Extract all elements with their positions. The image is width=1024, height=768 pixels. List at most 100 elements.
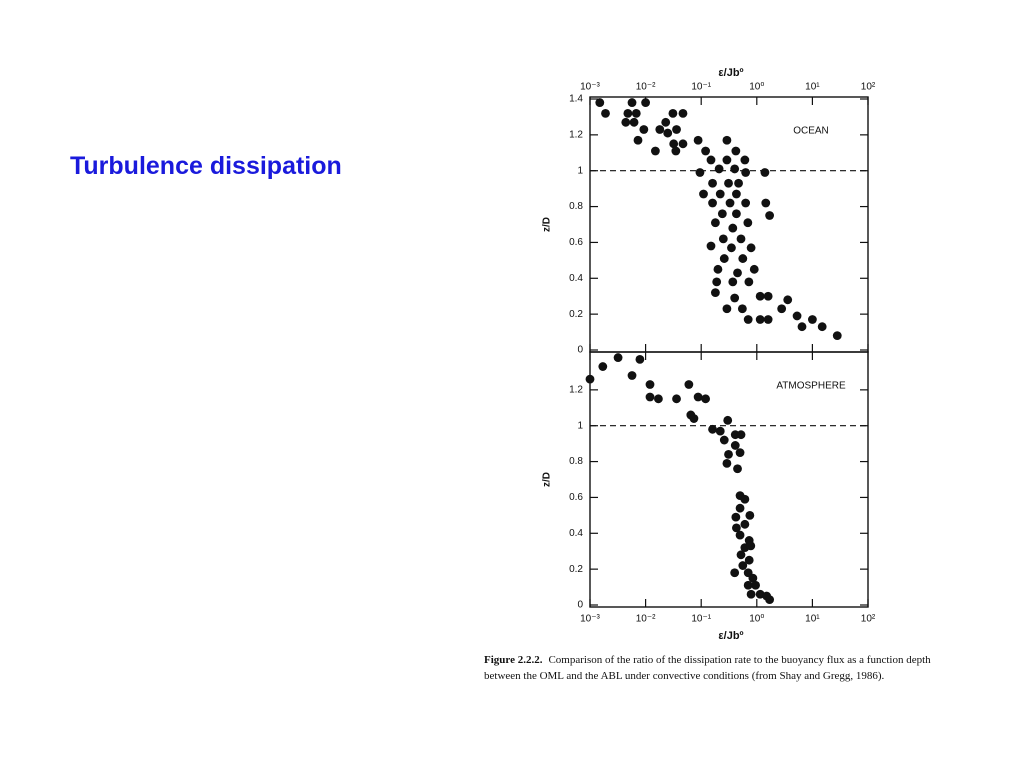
point [639, 125, 649, 134]
point [738, 254, 748, 263]
point [669, 139, 679, 149]
point [738, 561, 748, 570]
point [763, 315, 773, 324]
y-axis-label: z/D [542, 217, 553, 232]
x-tick-label: 10⁰ [749, 82, 764, 93]
point [654, 394, 663, 404]
y-tick-label: 1.2 [569, 129, 583, 140]
point [749, 264, 759, 274]
x-tick-label: 10⁻¹ [691, 614, 711, 625]
point [693, 392, 703, 402]
caption-text: Comparison of the ratio of the dissipati… [484, 654, 931, 682]
point [672, 125, 681, 134]
point [722, 304, 732, 314]
point [732, 189, 741, 199]
point [744, 555, 754, 565]
point [736, 430, 746, 440]
point [613, 353, 623, 362]
y-tick-label: 0.8 [569, 201, 583, 212]
point [595, 98, 605, 107]
point [693, 135, 703, 145]
point [728, 223, 738, 233]
point [689, 414, 699, 423]
y-tick-label: 0.6 [569, 237, 583, 248]
x-tick-label: 10¹ [805, 614, 820, 625]
point [715, 189, 725, 199]
x-tick-label: 10⁻² [636, 82, 656, 93]
point [777, 304, 787, 314]
point [635, 354, 645, 364]
x-axis-label: ε/Jbº [718, 67, 743, 79]
point [731, 512, 741, 522]
point [661, 117, 671, 127]
point [760, 168, 770, 177]
x-axis-label: ε/Jbº [718, 630, 743, 642]
point [645, 392, 655, 402]
point [735, 448, 745, 458]
point [645, 380, 655, 389]
point [797, 322, 807, 332]
y-tick-label: 0 [577, 345, 583, 356]
point [684, 380, 694, 389]
point [734, 178, 743, 188]
point [746, 589, 756, 599]
point [748, 573, 758, 583]
y-tick-label: 1.4 [569, 94, 583, 105]
point [765, 595, 775, 605]
point [740, 519, 750, 529]
point [724, 178, 733, 188]
point [663, 128, 673, 138]
point [725, 198, 735, 208]
point [732, 209, 741, 219]
point [598, 362, 608, 371]
x-tick-label: 10² [861, 82, 876, 93]
point [650, 146, 660, 156]
point [755, 291, 765, 301]
point [741, 198, 751, 208]
y-tick-label: 0.4 [569, 273, 583, 284]
point [701, 146, 711, 156]
point [722, 155, 732, 165]
point [733, 268, 742, 278]
point [735, 530, 745, 540]
point [627, 371, 637, 380]
point [727, 243, 736, 253]
y-tick-label: 0.2 [569, 309, 583, 320]
x-tick-label: 10² [861, 614, 876, 625]
point [629, 117, 639, 127]
point [695, 168, 705, 177]
y-tick-label: 1 [577, 165, 583, 176]
point [710, 218, 720, 228]
annotation: ATMOSPHERE [776, 381, 846, 392]
x-tick-label: 10⁰ [749, 614, 764, 625]
point [808, 315, 817, 324]
y-tick-label: 0.6 [569, 492, 583, 503]
y-tick-label: 0.8 [569, 456, 583, 467]
point [712, 277, 722, 287]
point [740, 155, 750, 165]
point [730, 293, 740, 303]
point [743, 315, 753, 324]
point [671, 146, 681, 156]
point [678, 139, 688, 149]
point [621, 117, 631, 127]
plot-frame [589, 351, 869, 608]
point [708, 424, 717, 434]
point [722, 135, 732, 145]
point [746, 541, 756, 551]
point [832, 331, 842, 341]
point [743, 218, 753, 228]
point [678, 108, 688, 118]
y-tick-label: 0.2 [569, 564, 583, 575]
x-tick-label: 10⁻² [636, 614, 656, 625]
point [706, 241, 716, 251]
point [718, 234, 728, 244]
slide-title: Turbulence dissipation [70, 152, 342, 180]
point [751, 580, 760, 590]
point [724, 450, 733, 459]
x-tick-label: 10⁻³ [580, 82, 600, 93]
point [655, 125, 665, 134]
point [765, 211, 775, 220]
point [722, 458, 732, 468]
